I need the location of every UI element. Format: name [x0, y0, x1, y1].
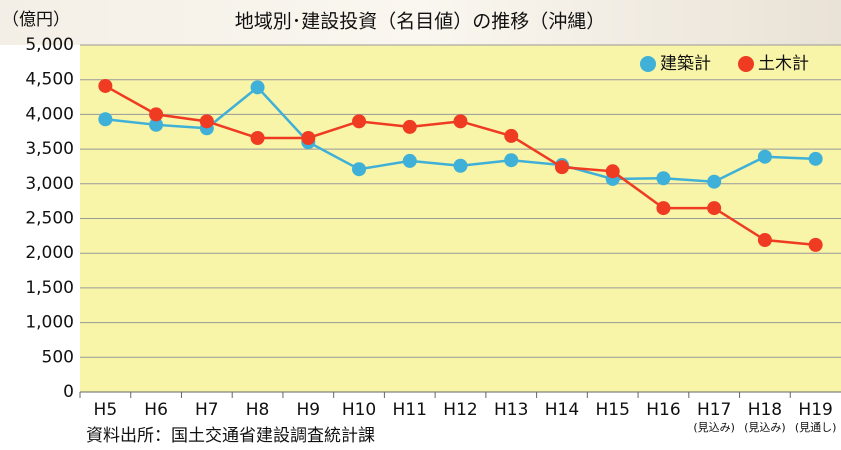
x-tick-label: H11	[393, 400, 427, 420]
x-tick-label: H19	[798, 400, 832, 420]
x-tick-label: H18	[748, 400, 782, 420]
x-tick-label: H10	[342, 400, 376, 420]
data-point	[656, 171, 670, 185]
x-tick-label: H16	[646, 400, 680, 420]
x-tick-label: H7	[195, 400, 219, 420]
y-tick-label: 2,000	[25, 243, 74, 263]
data-point	[504, 153, 518, 167]
y-tick-label: 3,000	[25, 174, 74, 194]
legend-marker	[738, 56, 754, 72]
x-tick-label: H6	[144, 400, 168, 420]
legend-marker	[640, 56, 656, 72]
data-point	[403, 120, 417, 134]
data-point	[200, 114, 214, 128]
data-point	[301, 131, 315, 145]
data-point	[555, 160, 569, 174]
data-point	[352, 162, 366, 176]
x-tick-label: H8	[246, 400, 270, 420]
data-point	[251, 80, 265, 94]
x-tick-label: H17	[697, 400, 731, 420]
x-sublabel: (見込み)	[744, 421, 786, 434]
data-point	[809, 238, 823, 252]
data-point	[454, 114, 468, 128]
legend-label: 建築計	[660, 54, 711, 74]
y-tick-label: 0	[63, 382, 74, 402]
x-sublabel: (見通し)	[795, 421, 837, 434]
data-point	[758, 233, 772, 247]
data-point	[656, 201, 670, 215]
data-point	[149, 107, 163, 121]
data-point	[707, 175, 721, 189]
y-tick-label: 4,500	[25, 70, 74, 90]
chart-title: 地域別･建設投資（名目値）の推移（沖縄）	[235, 11, 606, 33]
data-point	[707, 201, 721, 215]
x-tick-label: H14	[545, 400, 579, 420]
source-note: 資料出所：国土交通省建設調査統計課	[86, 426, 375, 446]
x-sublabel: (見込み)	[693, 421, 735, 434]
y-tick-label: 5,000	[25, 35, 74, 55]
data-point	[352, 114, 366, 128]
y-axis-label: （億円）	[2, 10, 70, 30]
x-tick-label: H9	[296, 400, 320, 420]
y-tick-label: 1,500	[25, 278, 74, 298]
data-point	[809, 152, 823, 166]
y-tick-label: 2,500	[25, 209, 74, 229]
data-point	[454, 159, 468, 173]
y-tick-label: 4,000	[25, 104, 74, 124]
y-tick-label: 500	[42, 347, 74, 367]
data-point	[251, 131, 265, 145]
y-tick-label: 1,000	[25, 313, 74, 333]
legend-label: 土木計	[758, 54, 809, 74]
data-point	[606, 164, 620, 178]
x-tick-label: H5	[94, 400, 118, 420]
x-tick-label: H12	[443, 400, 477, 420]
chart: 地域別･建設投資（名目値）の推移（沖縄） （億円） 資料出所：国土交通省建設調査…	[0, 0, 841, 450]
x-tick-label: H15	[595, 400, 629, 420]
data-point	[403, 154, 417, 168]
y-tick-label: 3,500	[25, 139, 74, 159]
data-point	[504, 129, 518, 143]
x-tick-label: H13	[494, 400, 528, 420]
data-point	[98, 79, 112, 93]
data-point	[758, 150, 772, 164]
data-point	[98, 112, 112, 126]
